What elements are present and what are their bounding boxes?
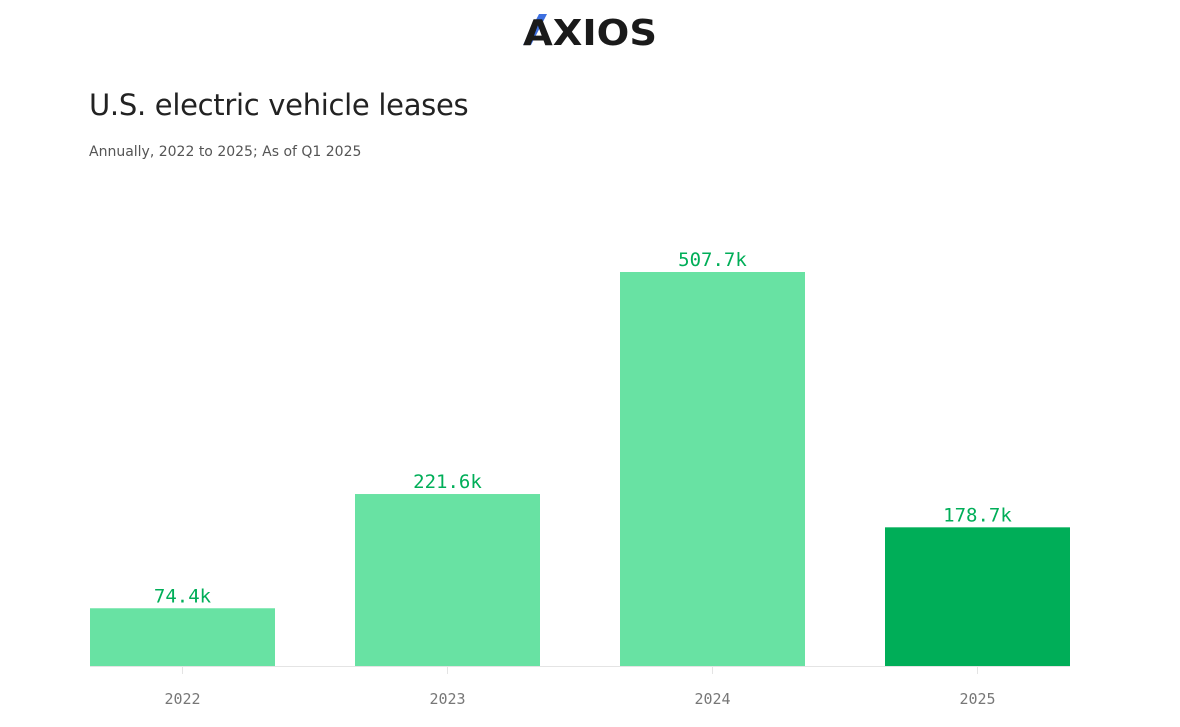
x-axis-tick-label: 2022	[164, 690, 200, 708]
x-axis-tick-label: 2023	[429, 690, 465, 708]
x-axis-tick-label: 2024	[694, 690, 730, 708]
logo-accent-stroke	[523, 14, 547, 45]
bar-value-label: 178.7k	[943, 504, 1012, 526]
bar-2024	[620, 272, 805, 666]
axios-logo: AXIOS	[523, 13, 657, 54]
bar-2025	[885, 527, 1070, 666]
bar-2022	[90, 608, 275, 666]
bar-value-label: 74.4k	[154, 585, 212, 607]
x-axis-tick-label: 2025	[959, 690, 995, 708]
chart-subtitle: Annually, 2022 to 2025; As of Q1 2025	[89, 144, 362, 160]
bar-value-label: 221.6k	[413, 471, 482, 493]
bar-group: 74.4k 2022 221.6k 2023 507.7k 2024 178.7k 2025	[90, 249, 1070, 708]
bar-value-label: 507.7k	[678, 249, 747, 271]
bar-2023	[355, 494, 540, 666]
chart-title: U.S. electric vehicle leases	[89, 88, 469, 122]
logo-wordmark: AXIOS	[523, 13, 657, 54]
